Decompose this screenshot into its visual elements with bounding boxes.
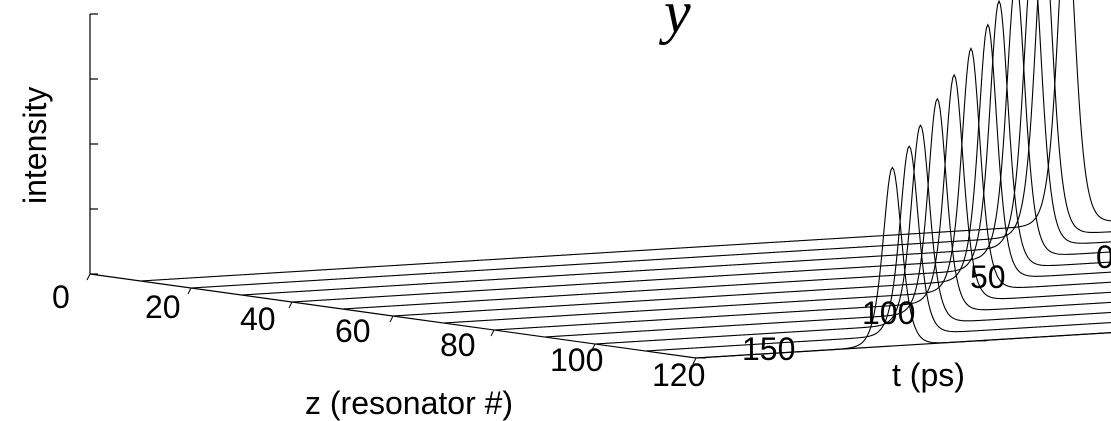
pulse-trace xyxy=(594,124,1111,345)
x-tick xyxy=(86,273,91,281)
pulse-trace xyxy=(392,23,1111,317)
pulse-trace xyxy=(443,47,1111,324)
x-tick xyxy=(389,315,394,323)
x-tick-label: 120 xyxy=(652,357,705,393)
x-tick-label: 100 xyxy=(550,342,603,378)
pulse-trace xyxy=(544,97,1111,338)
y-tick-label: 0 xyxy=(1096,239,1111,275)
pulse-trace xyxy=(241,0,1111,296)
x-tick xyxy=(692,357,697,365)
x-tick xyxy=(591,343,596,351)
x-tick xyxy=(187,287,192,295)
x-axis-title: z (resonator #) xyxy=(305,385,513,421)
pulse-traces xyxy=(140,0,1111,359)
x-tick-label: 80 xyxy=(440,327,476,363)
z-axis-title: intensity xyxy=(17,87,53,204)
x-tick xyxy=(490,329,495,337)
axis-labels: y intensity z (resonator #) t (ps) xyxy=(17,0,965,421)
pulse-trace xyxy=(291,0,1111,303)
y-tick-label: 150 xyxy=(742,331,795,367)
x-tick-label: 60 xyxy=(335,313,371,349)
x-tick-label: 20 xyxy=(145,289,181,325)
title-fragment: y xyxy=(658,0,691,45)
x-tick-label: 0 xyxy=(52,279,70,315)
pulse-trace xyxy=(645,145,1111,352)
pulse-trace xyxy=(493,73,1111,331)
pulse-trace xyxy=(140,0,1111,282)
y-axis-title: t (ps) xyxy=(892,357,965,393)
pulse-trace xyxy=(190,0,1111,289)
y-axis-line xyxy=(695,332,1111,359)
x-tick-label: 40 xyxy=(240,301,276,337)
y-tick-label: 50 xyxy=(970,259,1006,295)
pulse-trace xyxy=(695,166,1111,359)
pulse-trace xyxy=(342,0,1111,310)
x-tick xyxy=(288,301,293,309)
